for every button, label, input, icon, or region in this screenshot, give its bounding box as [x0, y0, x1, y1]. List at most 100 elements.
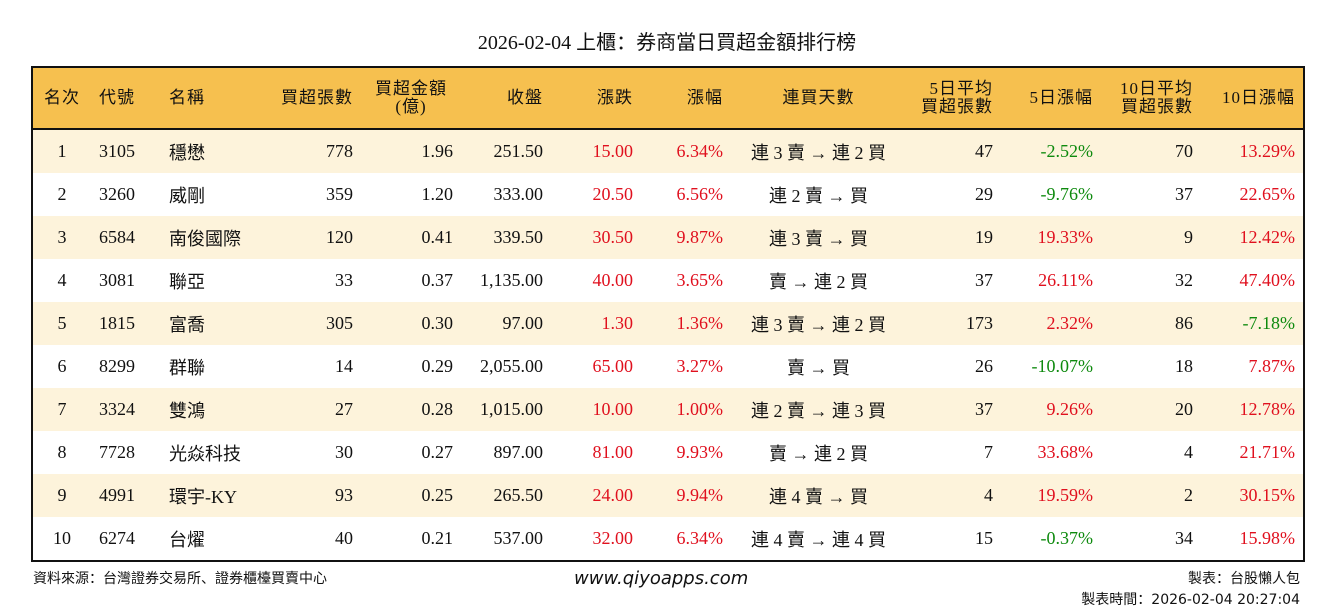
- table-cell: 4: [984, 485, 993, 505]
- table-cell: 1.96: [421, 141, 454, 161]
- table-cell: 778: [326, 141, 353, 161]
- table-cell: 連 2 賣 → 買: [769, 185, 868, 206]
- table-cell: 12.78%: [1239, 399, 1296, 419]
- table-cell: 0.30: [421, 313, 454, 333]
- author-note: 製表：台股懶人包: [1188, 571, 1300, 587]
- table-cell: 26: [975, 356, 993, 376]
- table-cell: 6.56%: [676, 184, 724, 204]
- table-cell: 8: [57, 442, 67, 462]
- table-cell: 13.29%: [1239, 141, 1296, 161]
- table-row: 9 4991 環宇-KY 93 0.25 265.50 24.00 9.94% 連 4 賣 → …: [32, 474, 1304, 517]
- table-cell: 1.36%: [676, 313, 724, 333]
- table-row: 7 3324 雙鴻 27 0.28 1,015.00 10.00 1.00% 連 2 賣 → 連…: [32, 388, 1304, 431]
- table-cell: 3.65%: [676, 270, 724, 290]
- website-link[interactable]: www.qiyoapps.com: [574, 568, 749, 589]
- table-cell: 6.34%: [676, 528, 724, 548]
- table-cell: 24.00: [592, 485, 634, 505]
- table-cell: 537.00: [493, 528, 544, 548]
- table-cell: 1815: [99, 313, 135, 333]
- table-cell: 賣 → 連 2 買: [769, 443, 868, 464]
- table-cell: 9: [57, 485, 67, 505]
- table-cell: 9: [1184, 227, 1193, 247]
- table-cell: 連 4 賣 → 連 4 買: [751, 529, 886, 550]
- column-header: 名次: [44, 88, 80, 107]
- table-cell: 環宇-KY: [169, 486, 237, 507]
- table-cell: 10: [53, 528, 71, 548]
- column-header: 5日平均 買超張數: [921, 79, 993, 116]
- table-cell: 穩懋: [169, 142, 205, 163]
- table-cell: 8299: [99, 356, 135, 376]
- table-cell: 0.29: [421, 356, 454, 376]
- table-header: 名次 代號 名稱 買超張數 買超金額 (億) 收盤 漲跌 漲幅 連買天數 5日平均 買超張數 5日漲…: [32, 67, 1304, 129]
- table-cell: -10.07%: [1031, 356, 1094, 376]
- table-row: 4 3081 聯亞 33 0.37 1,135.00 40.00 3.65% 賣 → 連 2 買…: [32, 259, 1304, 302]
- table-cell: 32.00: [592, 528, 634, 548]
- table-cell: 富喬: [169, 314, 205, 335]
- table-cell: 897.00: [493, 442, 544, 462]
- table-cell: 2: [1184, 485, 1193, 505]
- table-cell: 3324: [99, 399, 135, 419]
- table-cell: 6584: [99, 227, 135, 247]
- table-cell: 37: [1175, 184, 1193, 204]
- table-cell: 賣 → 連 2 買: [769, 271, 868, 292]
- table-cell: 9.26%: [1046, 399, 1094, 419]
- table-cell: 93: [335, 485, 353, 505]
- column-header: 買超金額 (億): [375, 79, 447, 116]
- table-cell: 33.68%: [1037, 442, 1094, 462]
- ranking-table: 名次 代號 名稱 買超張數 買超金額 (億) 收盤 漲跌 漲幅 連買天數 5日平均 買超張數 5日漲…: [31, 66, 1305, 562]
- table-cell: 20: [1175, 399, 1193, 419]
- table-cell: 30.50: [592, 227, 634, 247]
- table-cell: 32: [1175, 270, 1193, 290]
- table-cell: 70: [1175, 141, 1193, 161]
- table-cell: 10.00: [592, 399, 634, 419]
- table-cell: 5: [57, 313, 67, 333]
- table-cell: 連 3 賣 → 連 2 買: [751, 314, 886, 335]
- table-cell: 3081: [99, 270, 135, 290]
- table-cell: 40.00: [592, 270, 634, 290]
- column-header: 名稱: [169, 88, 205, 107]
- table-cell: 1.20: [421, 184, 454, 204]
- table-cell: 19.59%: [1037, 485, 1094, 505]
- table-cell: 1,135.00: [480, 270, 543, 290]
- column-header: 收盤: [507, 88, 543, 107]
- table-cell: 30.15%: [1239, 485, 1296, 505]
- table-row: 2 3260 威剛 359 1.20 333.00 20.50 6.56% 連 2 賣 → 買 2…: [32, 173, 1304, 216]
- table-cell: 威剛: [169, 185, 205, 206]
- source-note: 資料來源：台灣證券交易所、證券櫃檯買賣中心: [33, 571, 327, 587]
- table-cell: 7728: [99, 442, 135, 462]
- table-cell: 20.50: [592, 184, 634, 204]
- table-cell: 12.42%: [1239, 227, 1296, 247]
- table-row: 5 1815 富喬 305 0.30 97.00 1.30 1.36% 連 3 賣 → 連 2 …: [32, 302, 1304, 345]
- table-cell: -0.37%: [1040, 528, 1094, 548]
- table-cell: 光焱科技: [169, 443, 241, 464]
- table-cell: 19: [975, 227, 993, 247]
- column-header: 10日漲幅: [1222, 88, 1295, 107]
- table-cell: 賣 → 買: [787, 357, 850, 378]
- table-cell: 15.98%: [1239, 528, 1296, 548]
- table-row: 3 6584 南俊國際 120 0.41 339.50 30.50 9.87% 連 3 賣 → …: [32, 216, 1304, 259]
- table-cell: 47: [975, 141, 993, 161]
- table-cell: 81.00: [592, 442, 634, 462]
- table-cell: 3260: [99, 184, 135, 204]
- table-cell: 聯亞: [169, 271, 205, 292]
- table-cell: 173: [966, 313, 993, 333]
- table-cell: 7.87%: [1248, 356, 1296, 376]
- table-cell: 1: [57, 141, 67, 161]
- table-cell: 19.33%: [1037, 227, 1094, 247]
- table-cell: 2: [57, 184, 67, 204]
- column-header: 連買天數: [782, 88, 855, 107]
- table-cell: 37: [975, 399, 993, 419]
- timestamp: 製表時間：2026-02-04 20:27:04: [1081, 592, 1300, 608]
- table-cell: 0.27: [421, 442, 454, 462]
- table-cell: 18: [1175, 356, 1193, 376]
- table-cell: 0.41: [421, 227, 454, 247]
- table-cell: 台燿: [169, 529, 205, 550]
- table-cell: 1,015.00: [480, 399, 543, 419]
- table-cell: 4: [57, 270, 67, 290]
- table-row: 8 7728 光焱科技 30 0.27 897.00 81.00 9.93% 賣 → 連 2 買…: [32, 431, 1304, 474]
- table-cell: 27: [335, 399, 353, 419]
- table-cell: 21.71%: [1239, 442, 1296, 462]
- table-cell: 連 3 賣 → 連 2 買: [751, 142, 886, 163]
- table-cell: 339.50: [493, 227, 544, 247]
- table-cell: 29: [975, 184, 993, 204]
